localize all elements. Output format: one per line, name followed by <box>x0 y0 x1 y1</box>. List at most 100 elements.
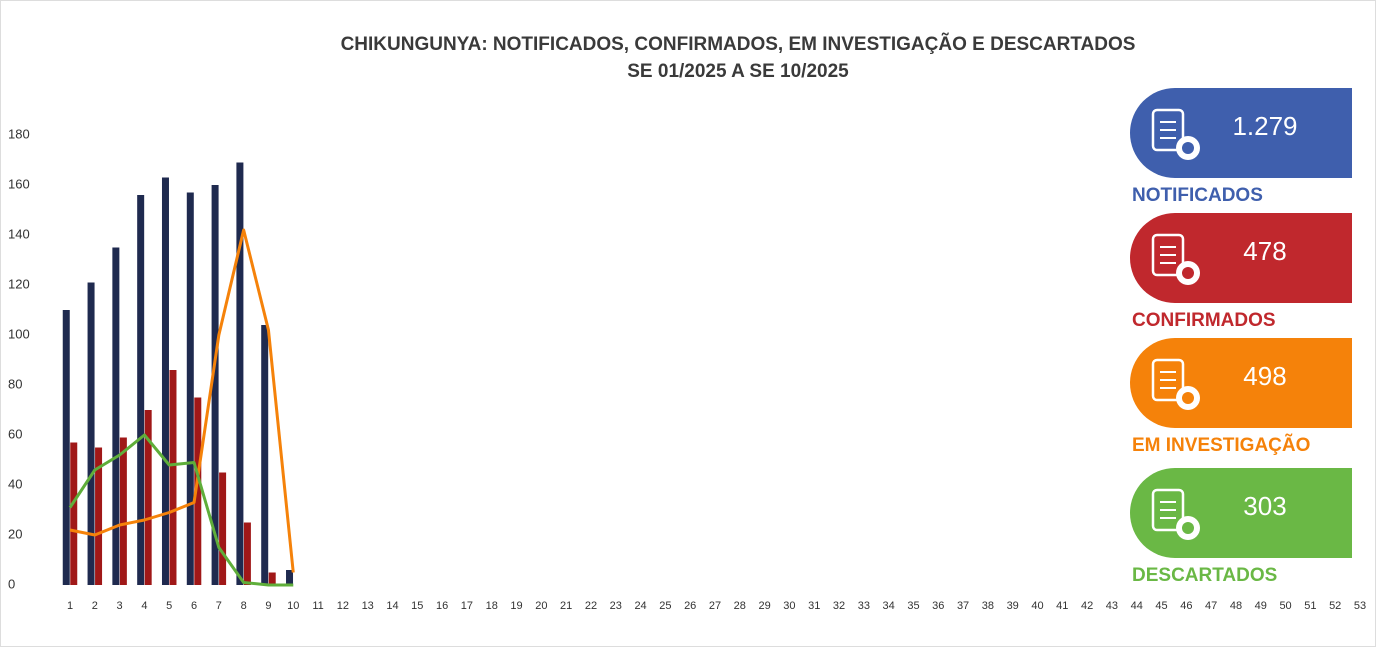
x-tick-label: 49 <box>1255 600 1267 612</box>
x-tick-label: 40 <box>1031 600 1043 612</box>
kpi-card: 1.279 NOTIFICADOS <box>1130 88 1352 206</box>
x-tick-label: 5 <box>166 600 172 612</box>
x-tick-label: 7 <box>216 600 222 612</box>
x-tick-label: 6 <box>191 600 197 612</box>
bar <box>95 447 103 585</box>
icon-badge-inner <box>1182 142 1194 154</box>
bar <box>286 570 294 585</box>
kpi-card: 478 CONFIRMADOS <box>1130 213 1352 331</box>
card-bg <box>1130 468 1352 558</box>
y-tick-label: 140 <box>8 226 30 241</box>
x-tick-label: 10 <box>287 600 299 612</box>
icon-clipboard <box>1151 233 1185 277</box>
x-tick-label: 41 <box>1056 600 1068 612</box>
x-tick-label: 29 <box>758 600 770 612</box>
x-tick-label: 14 <box>386 600 398 612</box>
y-tick-label: 80 <box>8 376 22 391</box>
y-tick-label: 20 <box>8 526 22 541</box>
x-tick-label: 47 <box>1205 600 1217 612</box>
x-tick-label: 8 <box>241 600 247 612</box>
x-tick-label: 51 <box>1304 600 1316 612</box>
bar <box>144 410 152 585</box>
x-tick-label: 33 <box>858 600 870 612</box>
line <box>68 433 294 587</box>
card-bg <box>1130 213 1352 303</box>
x-tick-label: 31 <box>808 600 820 612</box>
x-tick-label: 38 <box>982 600 994 612</box>
bar <box>87 282 95 585</box>
x-tick-label: 21 <box>560 600 572 612</box>
x-tick-label: 34 <box>883 600 895 612</box>
x-tick-label: 3 <box>117 600 123 612</box>
x-tick-label: 22 <box>585 600 597 612</box>
x-tick-label: 20 <box>535 600 547 612</box>
y-tick-label: 180 <box>8 126 30 141</box>
bar <box>236 162 244 585</box>
bar <box>119 437 127 585</box>
card-label: DESCARTADOS <box>1132 565 1277 586</box>
bar <box>211 185 219 585</box>
x-tick-label: 9 <box>265 600 271 612</box>
x-tick-label: 45 <box>1155 600 1167 612</box>
line <box>69 228 295 573</box>
x-tick-label: 37 <box>957 600 969 612</box>
bar <box>161 177 169 585</box>
card-value: 1.279 <box>1232 111 1297 141</box>
x-tick-label: 36 <box>932 600 944 612</box>
icon-badge-inner <box>1182 392 1194 404</box>
x-tick-label: 35 <box>907 600 919 612</box>
x-tick-label: 13 <box>362 600 374 612</box>
x-tick-label: 11 <box>312 600 323 612</box>
y-tick-label: 100 <box>8 326 30 341</box>
x-tick-label: 52 <box>1329 600 1341 612</box>
x-tick-label: 4 <box>141 600 147 612</box>
icon-clipboard <box>1151 108 1185 152</box>
x-tick-label: 32 <box>833 600 845 612</box>
x-tick-label: 43 <box>1106 600 1118 612</box>
bar <box>112 247 120 585</box>
x-tick-label: 16 <box>436 600 448 612</box>
x-tick-label: 24 <box>634 600 646 612</box>
x-tick-label: 15 <box>411 600 423 612</box>
chart-subtitle: SE 01/2025 A SE 10/2025 <box>627 61 849 82</box>
bar <box>169 370 177 585</box>
x-tick-label: 28 <box>734 600 746 612</box>
x-tick-label: 39 <box>1007 600 1019 612</box>
bar <box>219 472 227 585</box>
card-label: NOTIFICADOS <box>1132 185 1263 206</box>
bar <box>268 572 276 585</box>
card-label: CONFIRMADOS <box>1132 310 1276 331</box>
x-tick-label: 46 <box>1180 600 1192 612</box>
bar <box>137 195 145 585</box>
bar <box>194 397 202 585</box>
icon-clipboard <box>1151 488 1185 532</box>
card-label: EM INVESTIGAÇÃO <box>1132 434 1310 456</box>
x-tick-label: 19 <box>510 600 522 612</box>
x-tick-label: 48 <box>1230 600 1242 612</box>
icon-badge-inner <box>1182 522 1194 534</box>
card-value: 303 <box>1243 491 1286 521</box>
icon-clipboard <box>1151 358 1185 402</box>
x-tick-label: 27 <box>709 600 721 612</box>
bar <box>243 522 251 585</box>
x-tick-label: 50 <box>1279 600 1291 612</box>
x-tick-label: 42 <box>1081 600 1093 612</box>
bar <box>186 192 194 585</box>
y-tick-label: 160 <box>8 176 30 191</box>
x-tick-label: 23 <box>610 600 622 612</box>
y-tick-label: 0 <box>8 576 15 591</box>
y-tick-label: 60 <box>8 426 22 441</box>
card-value: 478 <box>1243 236 1286 266</box>
x-tick-label: 12 <box>337 600 349 612</box>
card-bg <box>1130 338 1352 428</box>
x-tick-label: 26 <box>684 600 696 612</box>
y-tick-label: 120 <box>8 276 30 291</box>
x-tick-label: 44 <box>1131 600 1143 612</box>
x-tick-label: 2 <box>92 600 98 612</box>
x-tick-label: 53 <box>1354 600 1366 612</box>
kpi-card: 303 DESCARTADOS <box>1130 468 1352 586</box>
x-tick-label: 18 <box>486 600 498 612</box>
x-tick-label: 17 <box>461 600 473 612</box>
x-tick-label: 25 <box>659 600 671 612</box>
